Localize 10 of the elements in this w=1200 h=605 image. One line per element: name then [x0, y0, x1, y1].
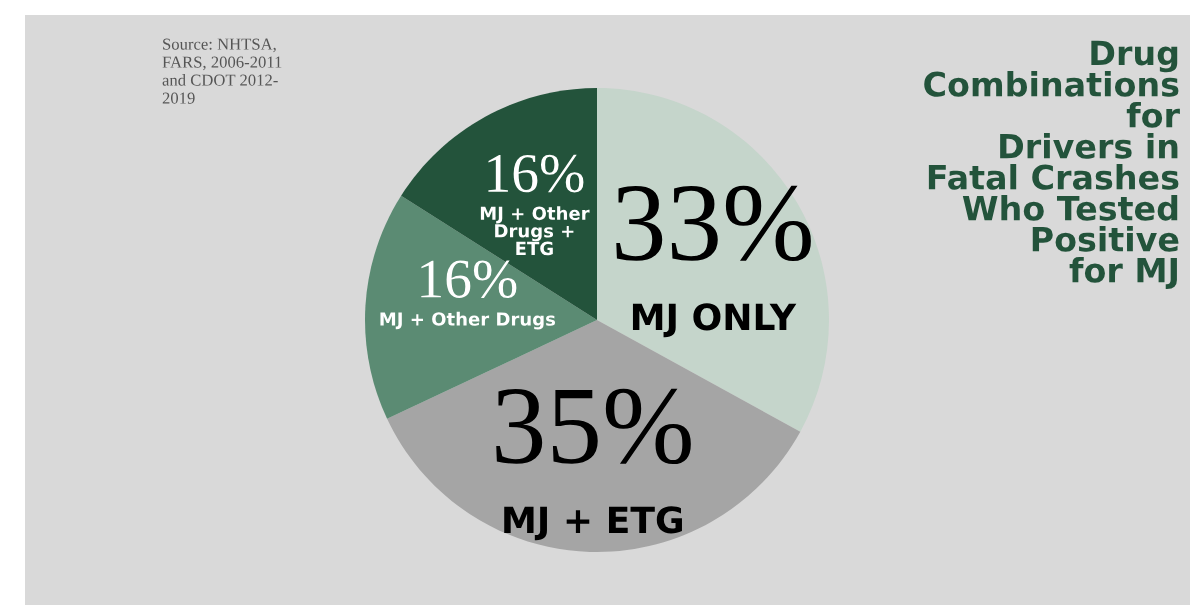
- slice-label: MJ + Other Drugs: [380, 311, 556, 330]
- data-label: 35%: [496, 388, 691, 465]
- data-label: 33%: [616, 185, 811, 262]
- slice-label: MJ + Other Drugs + ETG: [480, 206, 590, 256]
- data-label: 16%: [488, 154, 584, 193]
- source-note: Source: NHTSA, FARS, 2006-2011 and CDOT 2012- 2019: [162, 38, 282, 104]
- data-label: 16%: [421, 260, 517, 299]
- slice-label: MJ ONLY: [632, 303, 797, 338]
- text: Drug Combinations for Drivers in Fatal Crashes Who Tested Positive for MJ: [924, 40, 1180, 289]
- slice-label: MJ + ETG: [504, 506, 682, 541]
